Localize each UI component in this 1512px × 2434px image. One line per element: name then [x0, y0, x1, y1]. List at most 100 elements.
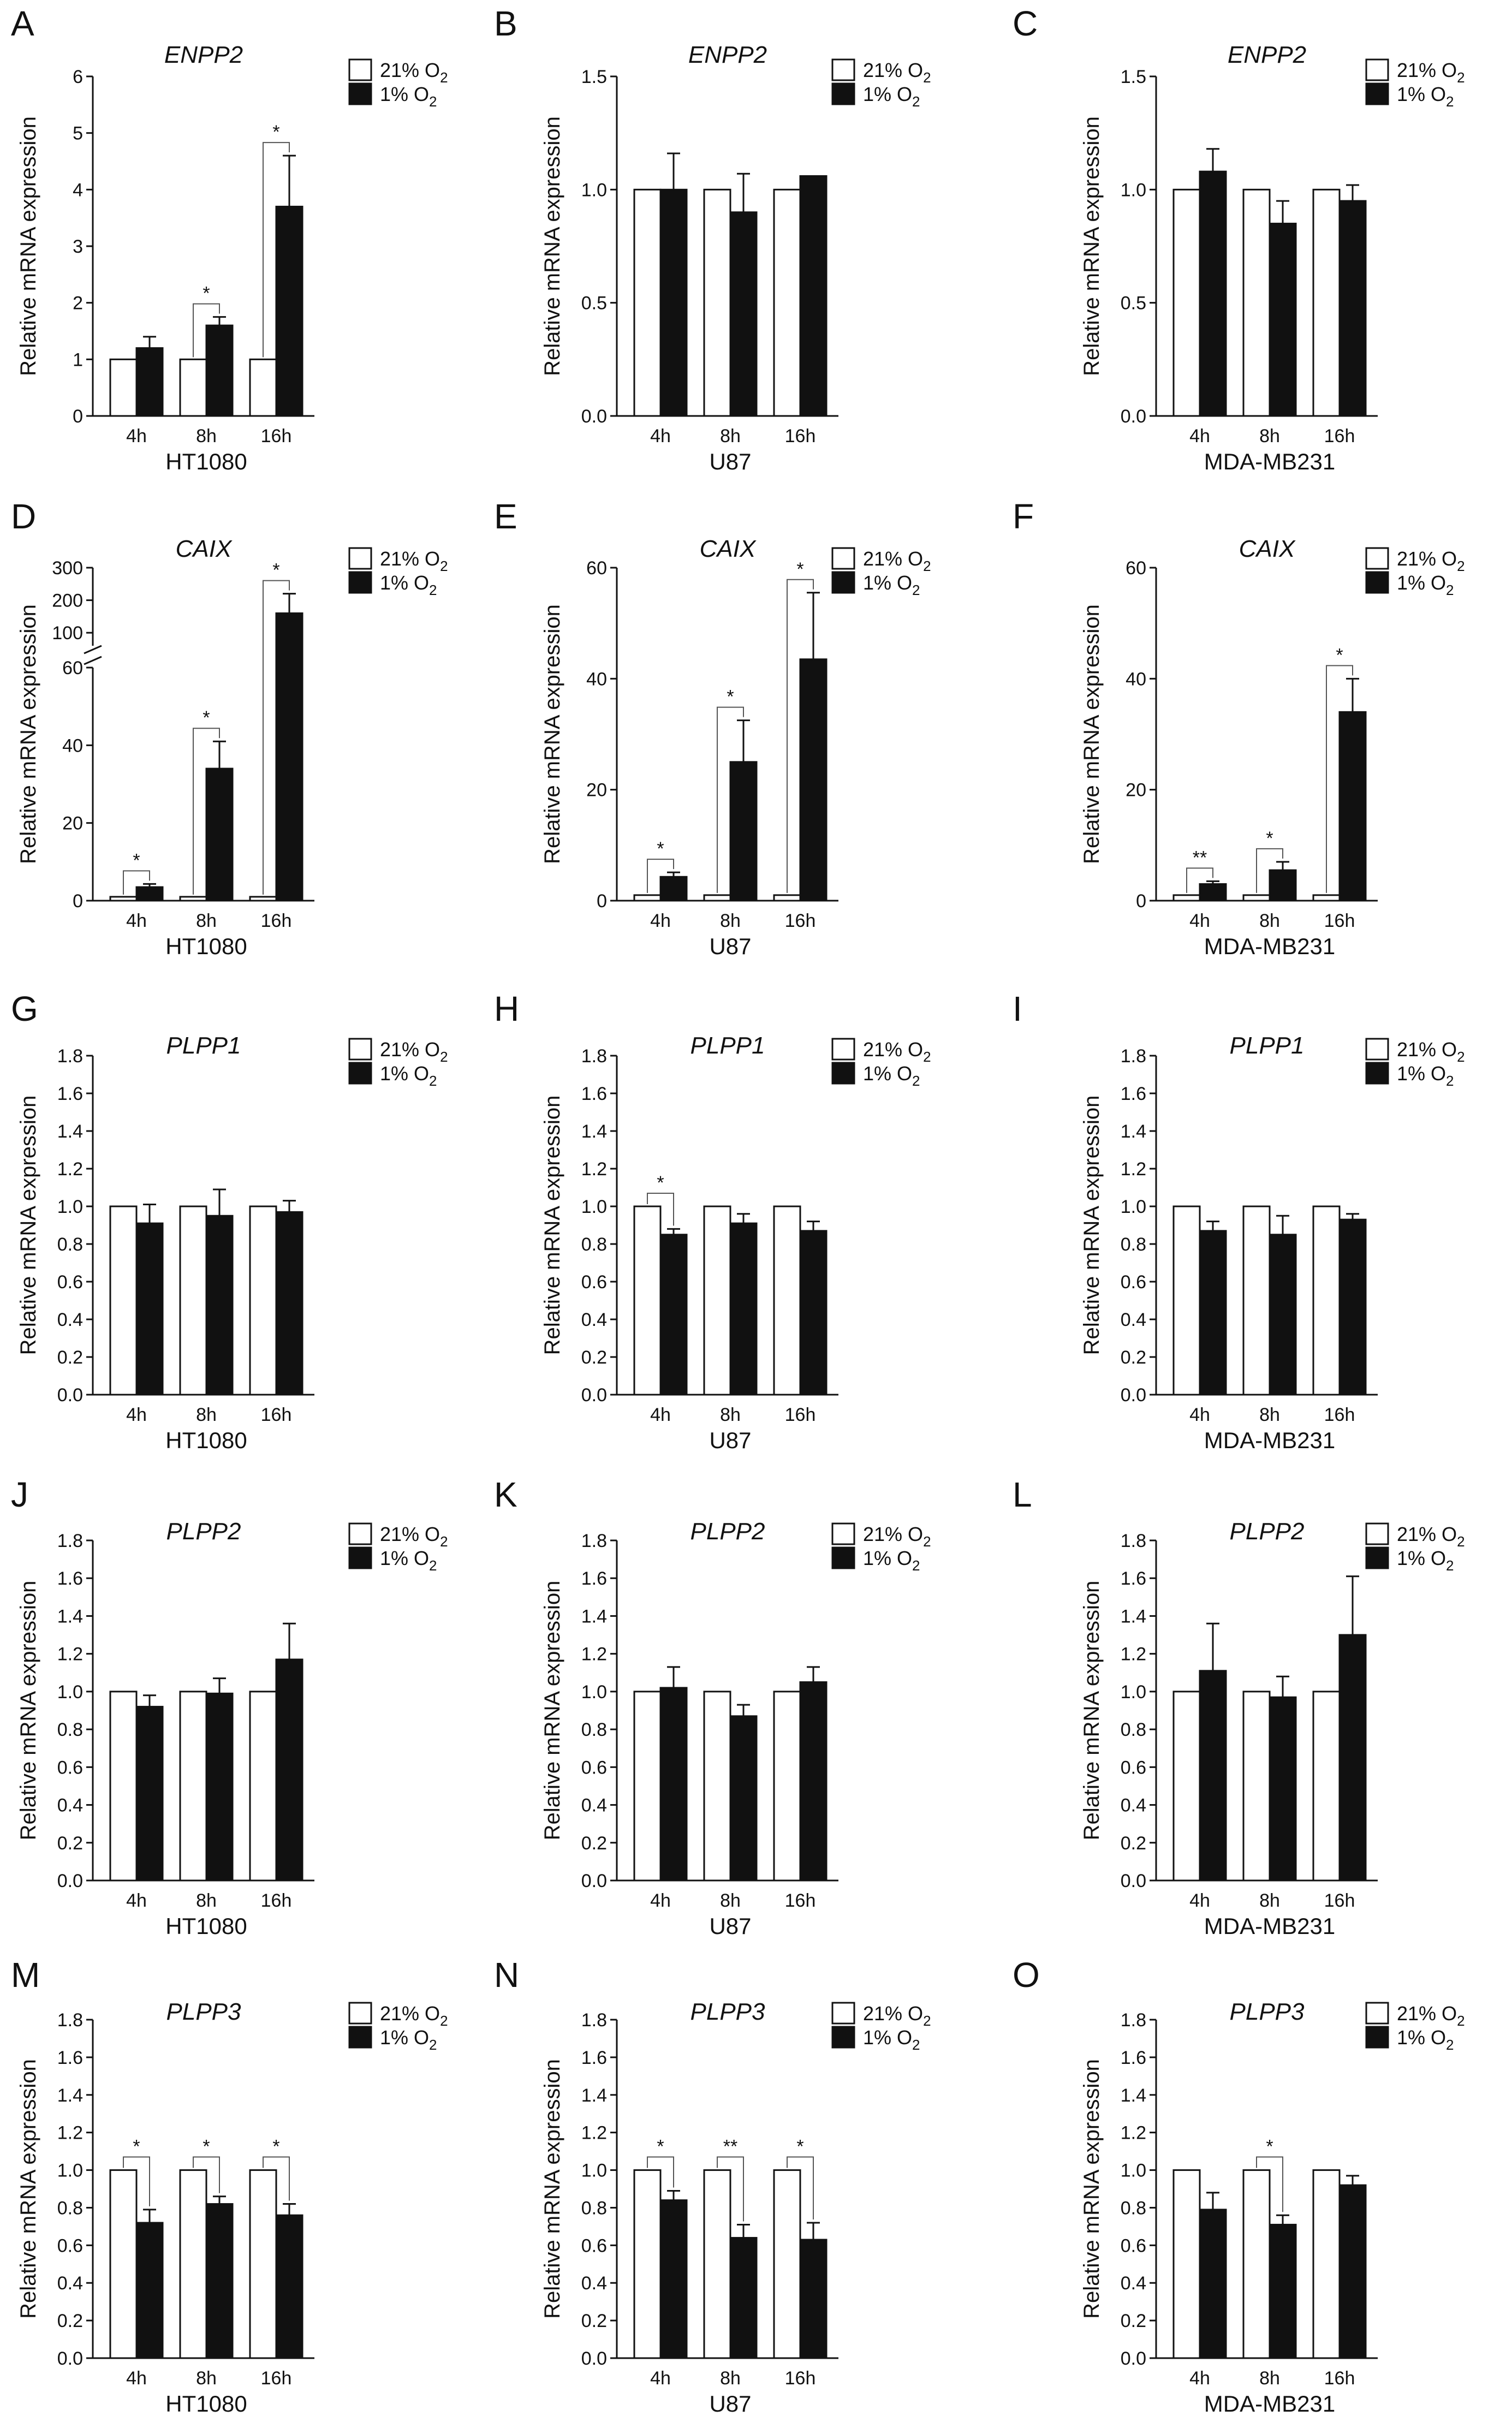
legend-text: 21% O	[380, 1038, 440, 1061]
legend-subscript: 2	[912, 582, 920, 598]
bar-normoxia	[633, 1205, 662, 1396]
y-tick-label: 1.4	[1121, 1121, 1146, 1142]
y-tick-label: 1.4	[581, 2085, 607, 2106]
bar-normoxia	[179, 2169, 207, 2359]
legend-normoxia-swatch	[831, 1522, 855, 1545]
gene-title: CAIX	[700, 535, 757, 562]
legend-hypoxia-swatch	[348, 2026, 372, 2049]
bar-hypoxia	[1199, 1230, 1227, 1396]
y-tick-label: 0.4	[581, 1795, 607, 1816]
category-label: 4h	[650, 2368, 671, 2389]
bar-hypoxia	[659, 188, 688, 417]
bar-hypoxia	[135, 886, 164, 902]
bar-normoxia	[109, 358, 138, 417]
legend-hypoxia-label: 1% O2	[380, 1062, 437, 1089]
panel-e: E CAIX Relative mRNA expression 0 20 40 60 4h * 8…	[494, 497, 931, 959]
legend-subscript: 2	[1446, 1557, 1454, 1574]
significance-bracket	[123, 870, 150, 895]
significance-bracket	[787, 579, 814, 893]
legend-hypoxia-swatch	[831, 1546, 855, 1569]
legend-hypoxia-label: 1% O2	[863, 1547, 920, 1574]
bar-normoxia	[773, 2169, 801, 2359]
bar-normoxia	[1172, 894, 1201, 902]
panel-letter: M	[11, 1955, 40, 1995]
panel-letter: O	[1013, 1955, 1040, 1995]
bar-hypoxia	[1338, 1634, 1367, 1882]
bar-normoxia	[773, 1205, 801, 1396]
y-tick-label: 1.2	[1121, 1159, 1146, 1180]
panel-letter: L	[1013, 1475, 1032, 1514]
significance-bracket	[263, 142, 290, 358]
panel-d: D CAIX Relative mRNA expression 100 200 300 0 2…	[11, 497, 448, 959]
bar-normoxia	[1172, 188, 1201, 417]
significance-bracket	[193, 2156, 220, 2193]
legend-hypoxia-label: 1% O2	[380, 572, 437, 598]
y-tick-label: 1.0	[581, 1197, 607, 1217]
panel-n: N PLPP3 Relative mRNA expression 0.0 0.2 0.4 0…	[494, 1955, 931, 2417]
legend-hypoxia-swatch	[348, 1062, 372, 1085]
legend-subscript: 2	[1457, 2013, 1465, 2029]
y-tick-label: 1.4	[581, 1606, 607, 1627]
panel-letter: E	[494, 497, 517, 536]
legend-normoxia-swatch	[1365, 58, 1389, 81]
bar-normoxia	[1312, 894, 1341, 902]
y-tick-label: 20	[1126, 780, 1146, 801]
bar-normoxia	[633, 1691, 662, 1882]
significance-marker: **	[1193, 847, 1207, 868]
legend-hypoxia-swatch	[348, 82, 372, 105]
y-tick-label: 40	[1126, 669, 1146, 689]
legend-text: 1% O	[863, 83, 912, 105]
legend-normoxia-label: 21% O2	[1397, 59, 1465, 86]
y-tick-label: 1.2	[581, 2123, 607, 2144]
y-tick-label: 0.6	[1121, 2235, 1146, 2256]
y-tick-label: 1.6	[581, 2048, 607, 2068]
y-tick-label: 0.6	[581, 1757, 607, 1778]
bar-hypoxia	[1269, 1234, 1297, 1396]
category-label: 16h	[261, 1890, 292, 1911]
y-tick-label: 0.0	[57, 1385, 83, 1406]
legend-text: 1% O	[380, 1062, 429, 1085]
gene-title: PLPP2	[1230, 1518, 1305, 1545]
legend-hypoxia-swatch	[831, 82, 855, 105]
panel-o: O PLPP3 Relative mRNA expression 0.0 0.2 0.4 0…	[1013, 1955, 1465, 2417]
legend-text: 21% O	[1397, 1523, 1457, 1545]
bar-hypoxia	[1199, 2209, 1227, 2359]
bar-normoxia	[249, 1205, 277, 1396]
y-tick-label: 0.0	[581, 406, 607, 427]
legend-hypoxia-swatch	[831, 571, 855, 594]
category-label: 4h	[126, 1405, 147, 1425]
y-tick-label: 1.0	[57, 2161, 83, 2181]
legend-subscript: 2	[1457, 558, 1465, 574]
legend-text: 1% O	[380, 1547, 429, 1569]
y-tick-label: 4	[73, 180, 83, 200]
legend-subscript: 2	[923, 2013, 931, 2029]
bar-normoxia	[1242, 1205, 1271, 1396]
legend-subscript: 2	[912, 93, 920, 110]
y-tick-label: 0.8	[581, 1719, 607, 1740]
bar-normoxia	[1172, 1691, 1201, 1882]
category-label: 8h	[1259, 910, 1280, 931]
y-tick-label: 1.6	[57, 1568, 83, 1589]
bar-hypoxia	[275, 1658, 303, 1882]
x-axis-label: U87	[709, 1913, 751, 1939]
y-axis-label: Relative mRNA expression	[540, 604, 564, 864]
bar-normoxia	[1242, 2169, 1271, 2359]
category-label: 8h	[1259, 1405, 1280, 1425]
bar-normoxia	[703, 2169, 731, 2359]
y-tick-label: 1.6	[581, 1568, 607, 1589]
x-axis-label: MDA-MB231	[1204, 2391, 1335, 2417]
bar-hypoxia	[659, 1687, 688, 1882]
bar-hypoxia	[275, 2214, 303, 2359]
y-axis-label: Relative mRNA expression	[540, 116, 564, 376]
legend-hypoxia-label: 1% O2	[863, 2026, 920, 2053]
legend-subscript: 2	[912, 1557, 920, 1574]
legend-text: 1% O	[863, 572, 912, 594]
legend-text: 1% O	[1397, 1547, 1446, 1569]
panel-i: I PLPP1 Relative mRNA expression 0.0 0.2 0.4 0…	[1013, 989, 1465, 1453]
legend-subscript: 2	[1446, 1073, 1454, 1089]
category-label: 8h	[720, 910, 741, 931]
bar-normoxia	[249, 2169, 277, 2359]
significance-bracket	[647, 2156, 674, 2188]
bar-normoxia	[179, 896, 207, 902]
